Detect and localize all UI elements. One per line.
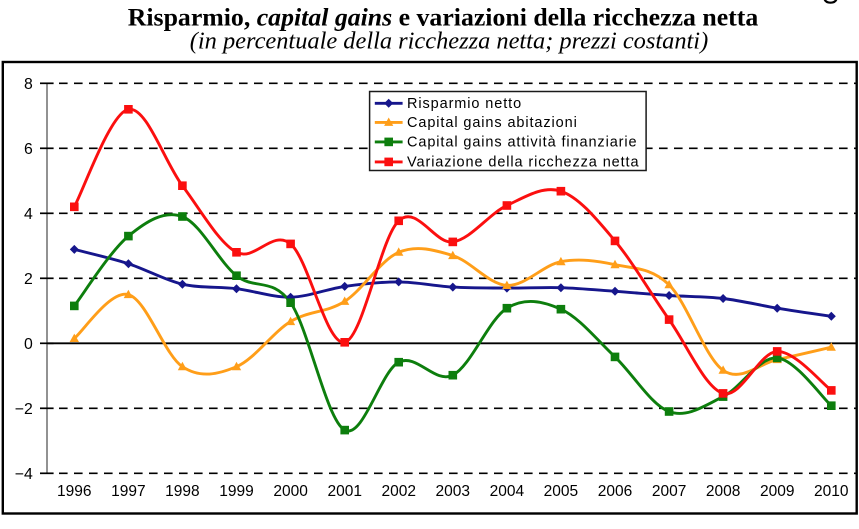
svg-text:2008: 2008 (706, 483, 740, 500)
svg-text:0: 0 (24, 336, 33, 353)
svg-text:1996: 1996 (57, 483, 91, 500)
svg-text:8: 8 (24, 76, 33, 93)
svg-text:4: 4 (24, 206, 33, 223)
svg-text:−2: −2 (15, 401, 33, 418)
svg-text:1997: 1997 (111, 483, 145, 500)
svg-text:6: 6 (24, 141, 33, 158)
svg-text:2004: 2004 (490, 483, 525, 500)
svg-text:2006: 2006 (598, 483, 632, 500)
svg-text:1998: 1998 (165, 483, 199, 500)
svg-text:2: 2 (24, 271, 33, 288)
svg-text:2009: 2009 (760, 483, 794, 500)
svg-text:Capital gains attività finanzi: Capital gains attività finanziarie (407, 135, 638, 151)
svg-text:2002: 2002 (381, 483, 415, 500)
svg-text:Risparmio netto: Risparmio netto (407, 96, 522, 112)
svg-text:2000: 2000 (273, 483, 308, 500)
svg-text:2007: 2007 (652, 483, 686, 500)
svg-text:Variazione della ricchezza net: Variazione della ricchezza netta (407, 155, 639, 171)
svg-text:(in percentuale della ricchezz: (in percentuale della ricchezza netta; p… (190, 28, 708, 55)
svg-text:Capital gains abitazioni: Capital gains abitazioni (407, 115, 578, 131)
svg-text:Risparmio, capital gains e var: Risparmio, capital gains e variazioni de… (128, 3, 759, 32)
svg-text:2003: 2003 (436, 483, 470, 500)
svg-text:2005: 2005 (544, 483, 578, 500)
svg-text:1999: 1999 (219, 483, 253, 500)
svg-text:2001: 2001 (327, 483, 361, 500)
svg-text:−4: −4 (15, 466, 33, 483)
svg-text:2010: 2010 (814, 483, 849, 500)
